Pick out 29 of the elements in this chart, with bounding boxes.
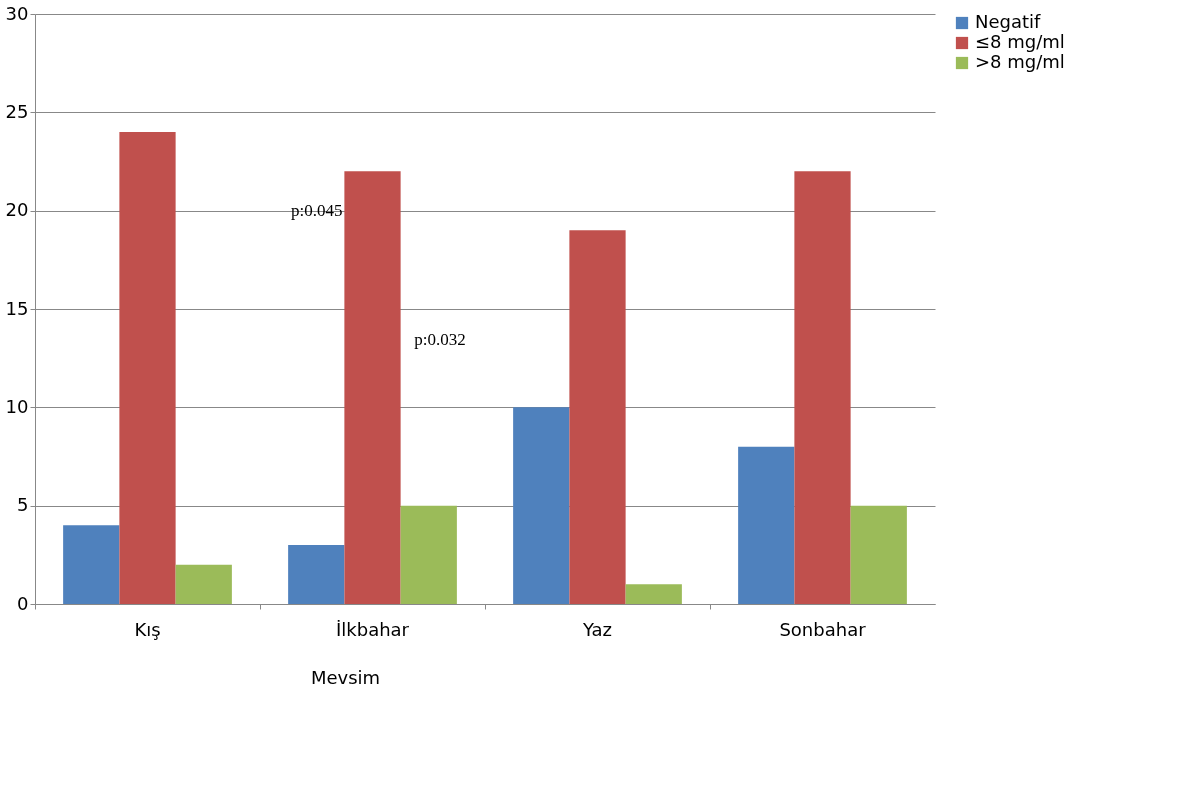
- bar: [400, 505, 457, 604]
- bar: [344, 171, 401, 604]
- bar: [794, 171, 851, 604]
- y-tick-label: 0: [17, 592, 29, 614]
- y-tick-label: 10: [5, 395, 29, 417]
- x-axis-title: Mevsim: [310, 666, 381, 688]
- legend-label: Negatif: [975, 11, 1042, 32]
- y-tick-label: 25: [5, 100, 29, 122]
- legend-label: ≤8 mg/ml: [975, 31, 1065, 52]
- y-tick-label: 20: [5, 199, 29, 221]
- bar: [119, 132, 176, 604]
- bar: [288, 545, 345, 604]
- bar: [738, 446, 795, 604]
- y-tick-label: 5: [17, 494, 29, 516]
- annotation: p:0.032: [414, 330, 466, 350]
- bar: [63, 525, 120, 604]
- legend-label: >8 mg/ml: [975, 51, 1065, 72]
- x-tick-label: İlkbahar: [335, 618, 410, 640]
- bar: [569, 230, 626, 604]
- x-tick-label: Sonbahar: [779, 618, 867, 640]
- y-tick-label: 30: [5, 2, 29, 24]
- x-tick-label: Kış: [134, 618, 161, 640]
- x-tick-label: Yaz: [582, 618, 612, 640]
- bar: [625, 584, 682, 604]
- annotation: p:0.045: [290, 200, 343, 220]
- bar: [850, 505, 907, 604]
- bar: [513, 407, 570, 604]
- y-tick-label: 15: [5, 297, 29, 319]
- bar: [175, 564, 232, 604]
